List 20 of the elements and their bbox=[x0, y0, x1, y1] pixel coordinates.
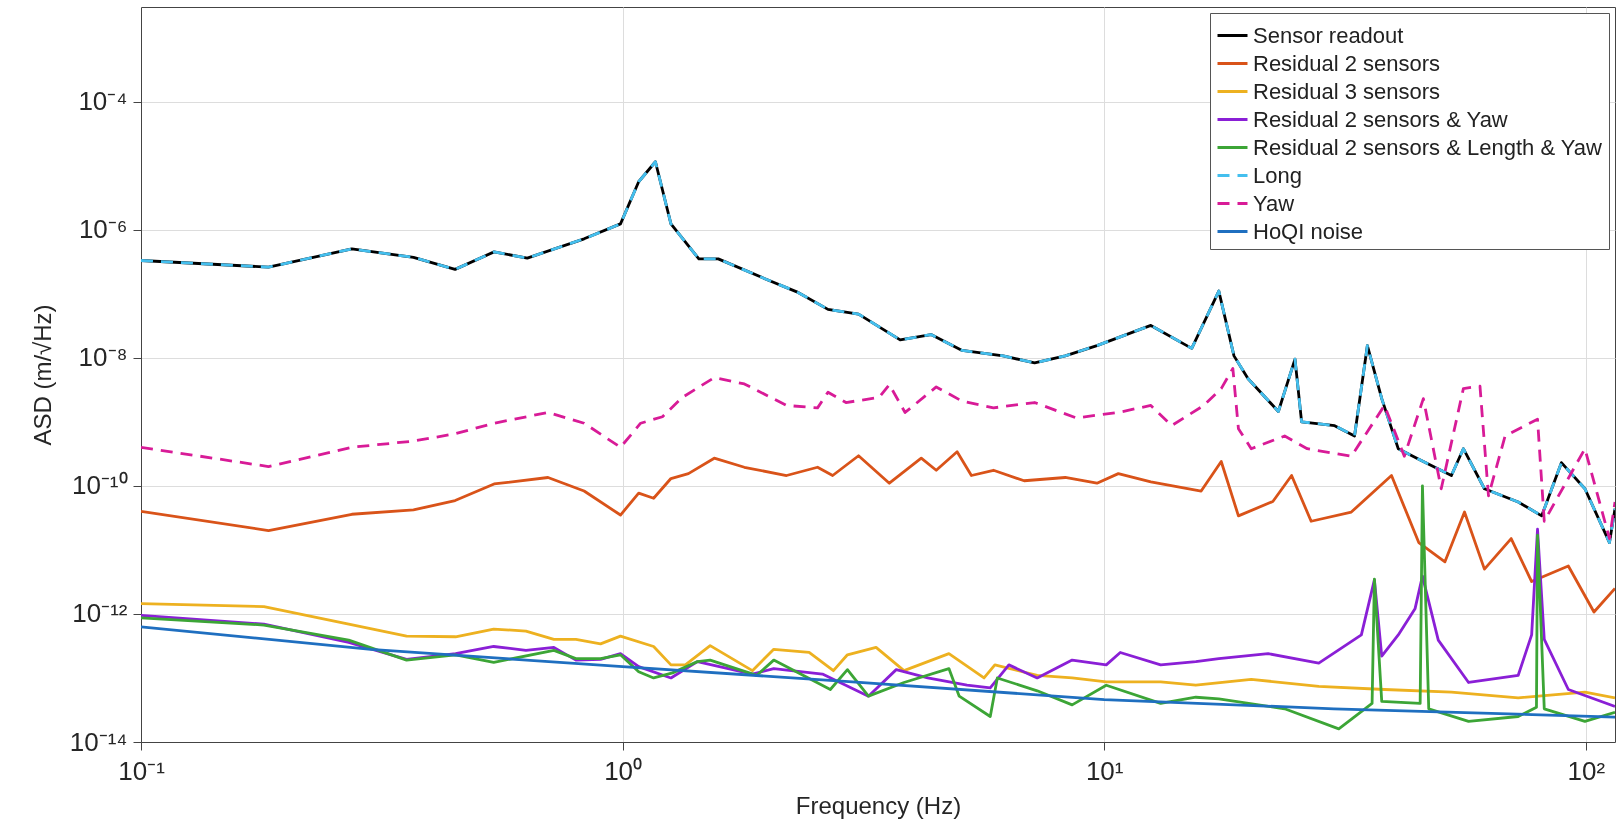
x-axis-title: Frequency (Hz) bbox=[795, 791, 962, 819]
y-tick-label: 10⁻¹² bbox=[72, 598, 128, 629]
y-tick-label: 10⁻⁶ bbox=[78, 214, 128, 245]
legend-label: Yaw bbox=[1253, 190, 1295, 216]
legend-label: Residual 2 sensors & Yaw bbox=[1253, 106, 1508, 132]
y-tick-label: 10⁻¹⁴ bbox=[69, 726, 128, 757]
legend-label: Long bbox=[1253, 162, 1302, 188]
legend-label: Sensor readout bbox=[1253, 22, 1404, 48]
x-tick-label: 10² bbox=[1567, 755, 1606, 786]
y-tick-label: 10⁻⁸ bbox=[78, 342, 128, 373]
x-tick-label: 10¹ bbox=[1085, 755, 1124, 786]
legend-label: Residual 2 sensors & Length & Yaw bbox=[1253, 134, 1603, 160]
legend-label: HoQI noise bbox=[1253, 218, 1364, 244]
y-tick-label: 10⁻¹⁰ bbox=[71, 470, 128, 501]
y-tick-label: 10⁻⁴ bbox=[78, 86, 128, 117]
x-tick-label: 10⁻¹ bbox=[118, 755, 166, 786]
x-tick-label: 10⁰ bbox=[604, 755, 643, 786]
legend-label: Residual 2 sensors bbox=[1253, 50, 1441, 76]
legend-label: Residual 3 sensors bbox=[1253, 78, 1441, 104]
y-axis-title: ASD (m/√Hz) bbox=[28, 304, 56, 446]
